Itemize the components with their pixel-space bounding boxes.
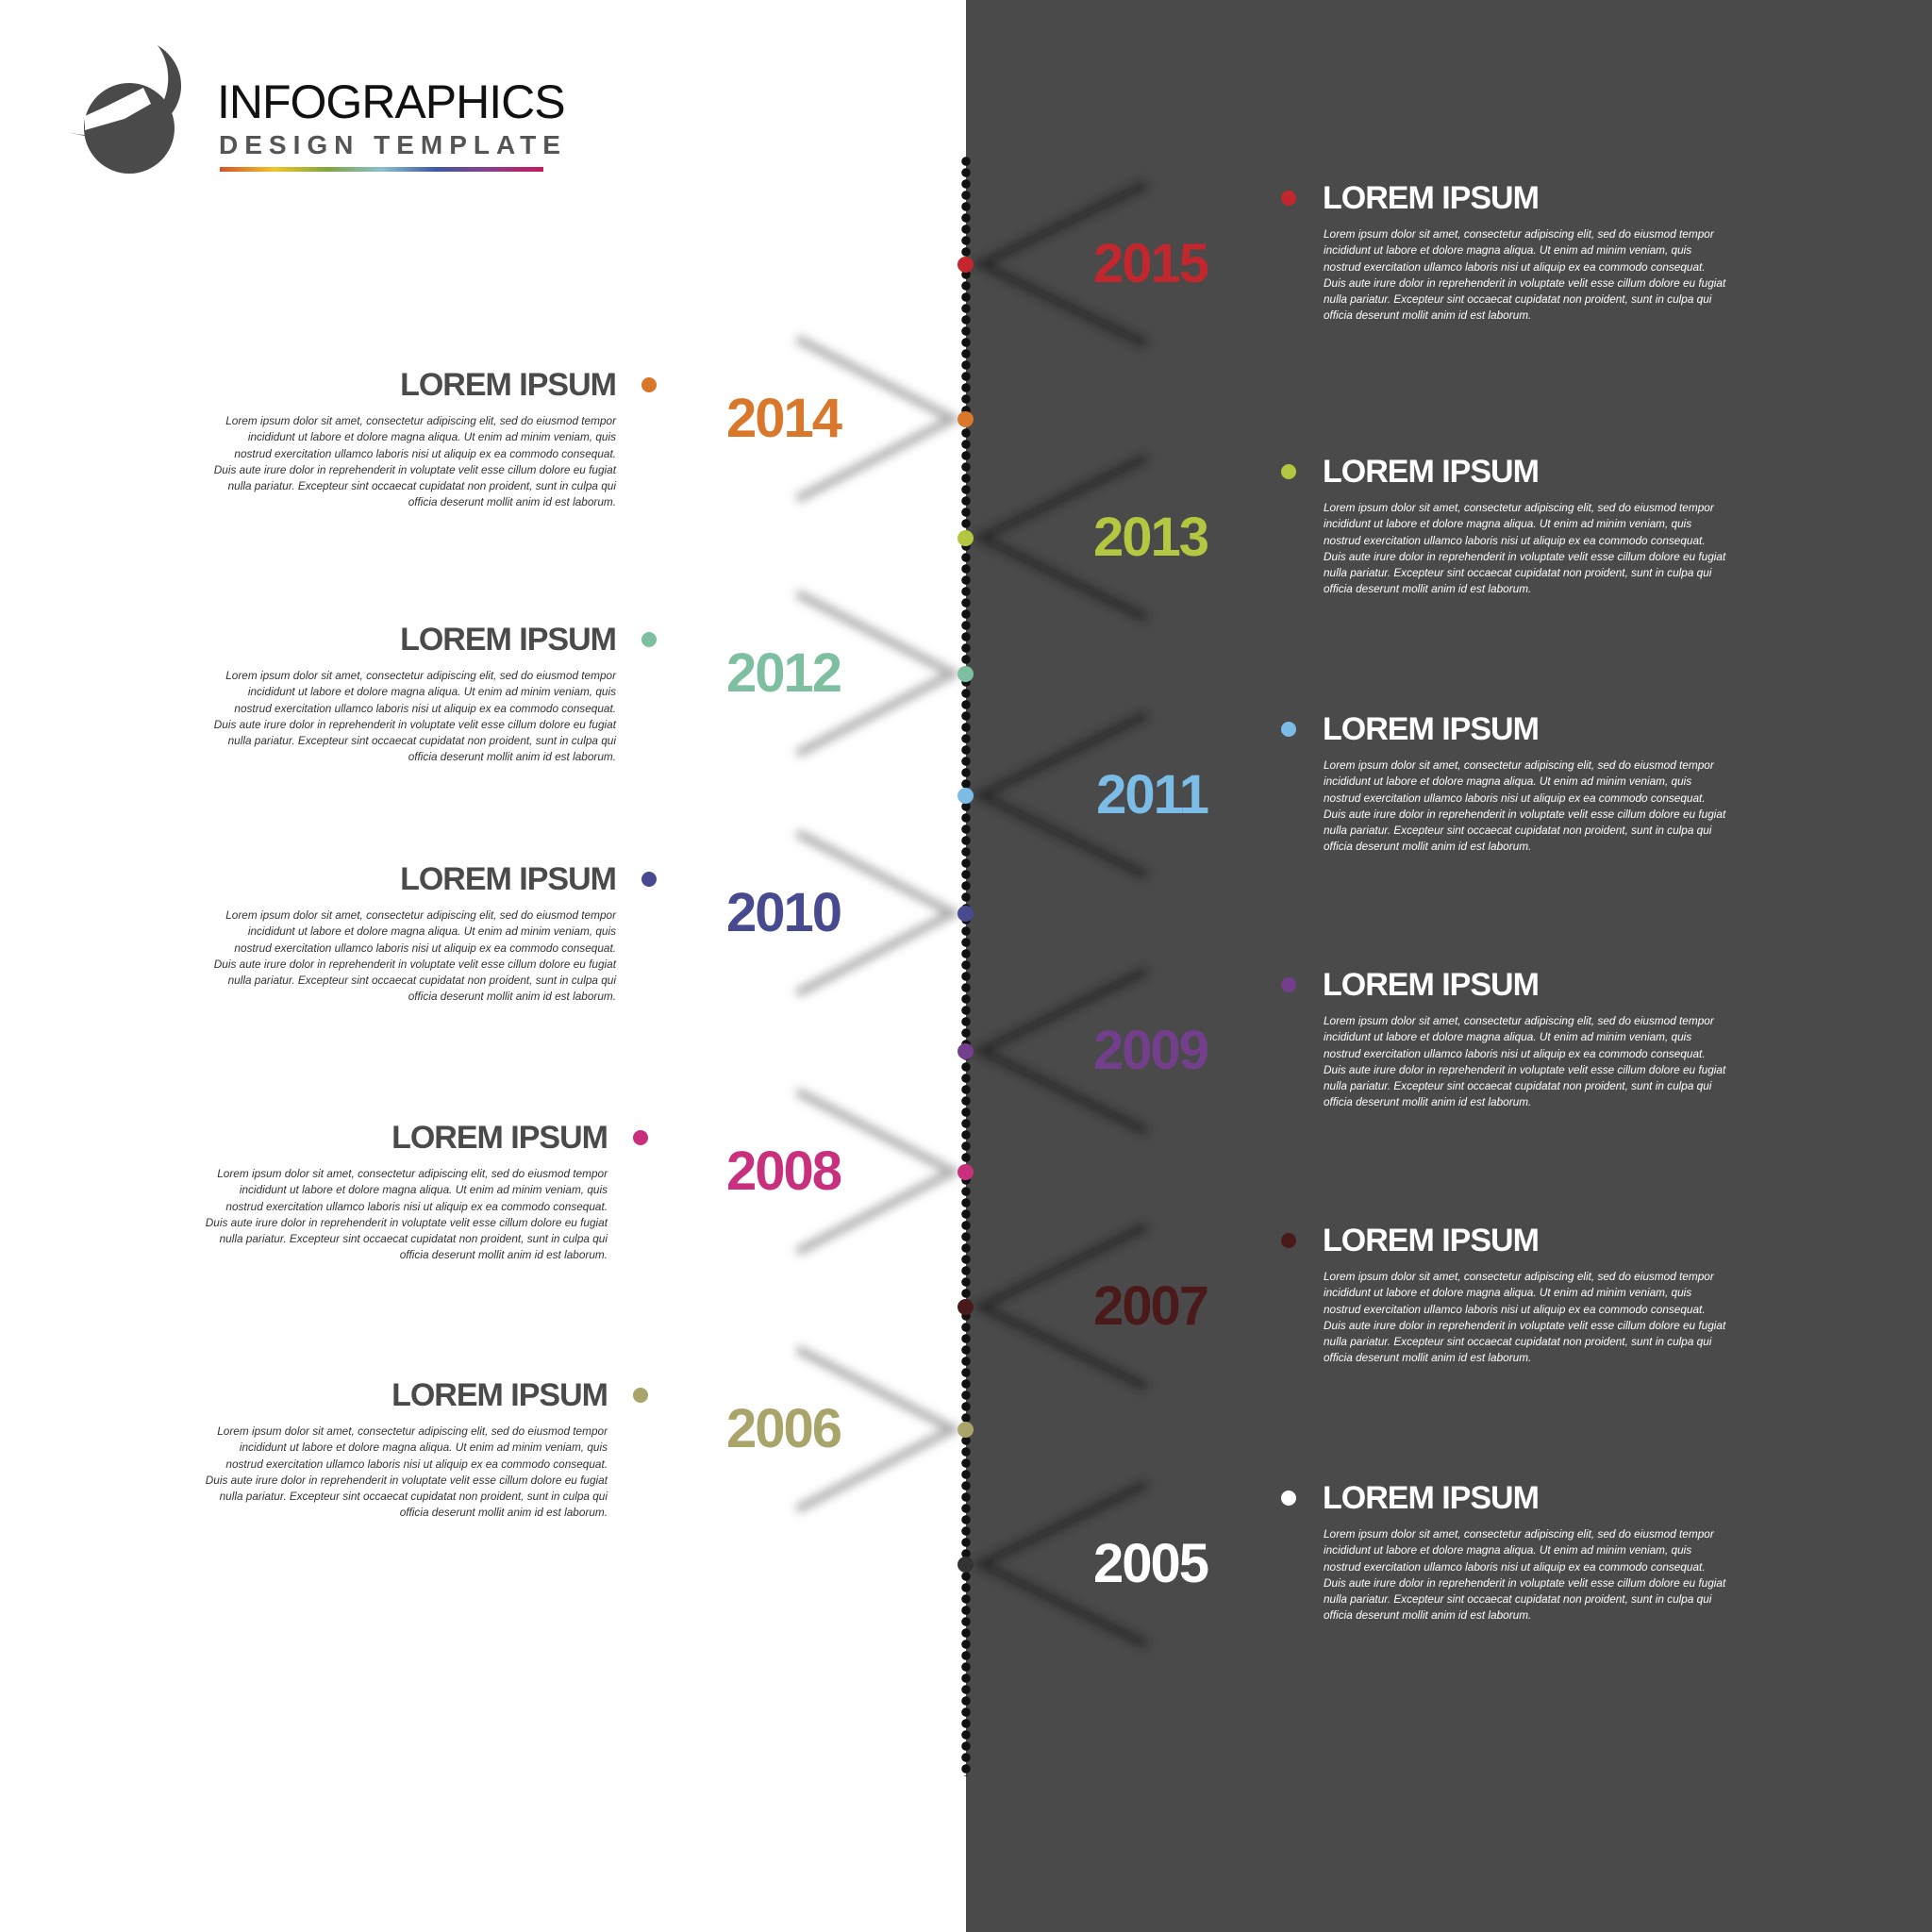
title-dot <box>641 872 657 887</box>
timeline-node <box>958 1164 974 1180</box>
timeline-node <box>958 1422 974 1438</box>
item-title: LOREM IPSUM <box>1323 711 1540 747</box>
title-dot <box>1281 1491 1296 1506</box>
dark-panel <box>966 0 1932 1932</box>
chevron-shadow <box>794 589 962 758</box>
timeline-node <box>958 1043 974 1059</box>
year-label: 2013 <box>1092 507 1209 568</box>
timeline-node <box>958 666 974 682</box>
item-title: LOREM IPSUM <box>400 367 617 403</box>
year-label: 2008 <box>726 1141 842 1202</box>
item-description: Lorem ipsum dolor sit amet, consectetur … <box>1324 1270 1726 1365</box>
item-title: LOREM IPSUM <box>1323 967 1540 1003</box>
chevron-shadow <box>971 710 1148 880</box>
item-description: Lorem ipsum dolor sit amet, consectetur … <box>213 414 616 509</box>
item-description: Lorem ipsum dolor sit amet, consectetur … <box>1324 758 1726 854</box>
item-description: Lorem ipsum dolor sit amet, consectetur … <box>205 1167 608 1262</box>
year-label: 2006 <box>726 1398 842 1459</box>
item-title: LOREM IPSUM <box>400 622 617 658</box>
brand-subtitle: DESIGN TEMPLATE <box>219 130 567 159</box>
item-title: LOREM IPSUM <box>391 1120 608 1156</box>
year-label: 2009 <box>1092 1020 1209 1081</box>
rainbow-bar <box>220 167 543 172</box>
timeline-node <box>958 530 974 546</box>
chevron-shadow <box>971 453 1148 623</box>
chevron-shadow <box>971 179 1148 349</box>
title-dot <box>1281 1233 1296 1248</box>
year-label: 2011 <box>1096 764 1209 825</box>
year-label: 2012 <box>726 642 842 704</box>
timeline-spine <box>959 156 973 1776</box>
item-description: Lorem ipsum dolor sit amet, consectetur … <box>213 669 616 764</box>
chevron-shadow <box>794 1087 962 1257</box>
chevron-shadow <box>971 966 1148 1136</box>
title-dot <box>1281 722 1296 737</box>
timeline-node <box>958 906 974 922</box>
item-title: LOREM IPSUM <box>1323 1480 1540 1516</box>
title-dot <box>633 1388 648 1403</box>
logo-icon <box>68 45 182 174</box>
item-title: LOREM IPSUM <box>391 1377 608 1413</box>
chevron-shadow <box>794 828 962 998</box>
chevron-shadow <box>794 334 962 504</box>
item-description: Lorem ipsum dolor sit amet, consectetur … <box>1324 501 1726 596</box>
year-label: 2015 <box>1092 233 1209 294</box>
item-description: Lorem ipsum dolor sit amet, consectetur … <box>213 908 616 1004</box>
title-dot <box>641 632 657 647</box>
title-dot <box>1281 464 1296 479</box>
title-dot <box>633 1130 648 1145</box>
item-description: Lorem ipsum dolor sit amet, consectetur … <box>1324 227 1726 323</box>
brand-title: INFOGRAPHICS <box>217 75 566 128</box>
chevron-shadow <box>794 1344 962 1514</box>
item-description: Lorem ipsum dolor sit amet, consectetur … <box>1324 1014 1726 1109</box>
title-dot <box>641 377 657 392</box>
year-label: 2010 <box>726 882 842 943</box>
year-label: 2005 <box>1092 1533 1209 1594</box>
item-title: LOREM IPSUM <box>400 861 617 897</box>
timeline-node <box>958 788 974 804</box>
year-label: 2007 <box>1092 1275 1209 1337</box>
timeline-node <box>958 1299 974 1315</box>
item-title: LOREM IPSUM <box>1323 180 1540 216</box>
chevron-shadow <box>971 1479 1148 1649</box>
title-dot <box>1281 977 1296 992</box>
timeline-node <box>958 411 974 427</box>
item-title: LOREM IPSUM <box>1323 1223 1540 1258</box>
title-dot <box>1281 191 1296 206</box>
item-description: Lorem ipsum dolor sit amet, consectetur … <box>205 1424 608 1520</box>
year-label: 2014 <box>726 388 842 449</box>
item-title: LOREM IPSUM <box>1323 454 1540 490</box>
timeline-node <box>958 257 974 273</box>
item-description: Lorem ipsum dolor sit amet, consectetur … <box>1324 1527 1726 1623</box>
chevron-shadow <box>971 1222 1148 1391</box>
timeline-node <box>958 1557 974 1573</box>
